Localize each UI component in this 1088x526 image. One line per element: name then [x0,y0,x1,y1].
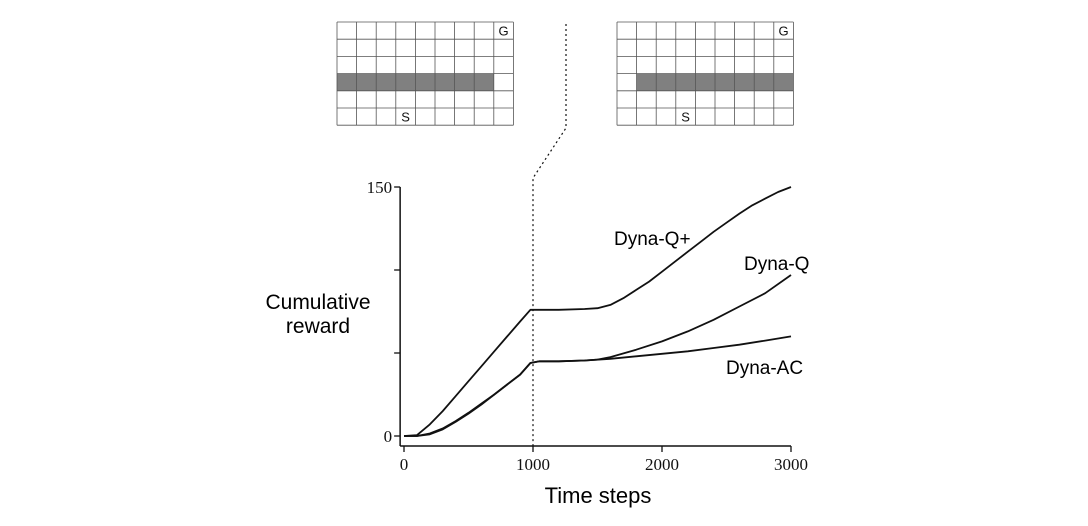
y-axis-label-line-2: reward [286,315,350,338]
maze-before-change: GS [336,21,514,126]
series-label-dyna-q-plus: Dyna-Q+ [614,229,691,250]
x-tick-label: 1000 [516,455,550,474]
maze-after-change: GS [616,21,794,126]
x-axis-label: Time steps [545,483,652,508]
series-line-dyna-ac [404,335,792,437]
x-tick-label: 2000 [645,455,679,474]
y-axis-label-line-1: Cumulative [265,291,370,314]
y-tick-label: 0 [384,427,393,446]
series-line-dyna-q-plus [403,186,792,437]
y-tick-label: 150 [367,178,393,197]
maze-goal-label: G [779,24,789,39]
maze-start-label: S [401,110,410,125]
series-label-dyna-ac: Dyna-AC [726,358,803,379]
change-connector-line [532,24,567,446]
axes [399,187,791,447]
x-tick-label: 0 [400,455,409,474]
series-line-dyna-q [404,274,792,437]
maze-start-label: S [681,110,690,125]
series-label-dyna-q: Dyna-Q [744,254,809,275]
maze-goal-label: G [499,24,509,39]
ticks: 0 1000 2000 3000 0 150 [367,178,808,474]
series-lines [403,186,792,437]
x-tick-label: 3000 [774,455,808,474]
